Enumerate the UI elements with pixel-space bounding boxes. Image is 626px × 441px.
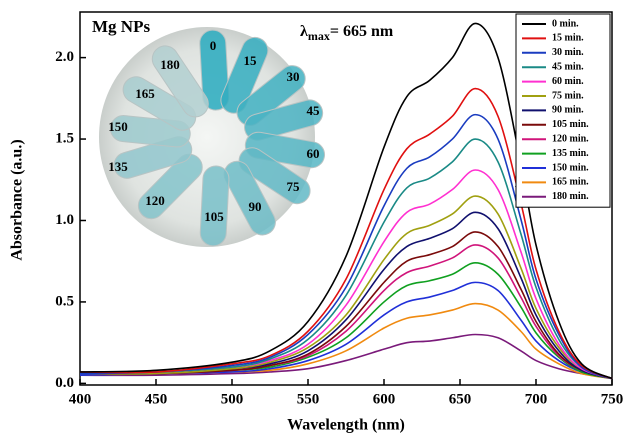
x-tick-label: 450 <box>145 391 168 407</box>
legend-label: 90 min. <box>552 105 584 116</box>
x-tick-label: 600 <box>373 391 396 407</box>
tube-label: 30 <box>287 69 300 84</box>
peak-symbol: λ <box>300 23 308 40</box>
tube-label: 105 <box>204 209 224 224</box>
x-tick-label: 650 <box>449 391 472 407</box>
legend-label: 180 min. <box>552 191 589 202</box>
y-tick-label: 1.0 <box>55 212 74 228</box>
legend-label: 165 min. <box>552 177 589 188</box>
chart: Mg NPs λmax= 665 nm Wavelength (nm) Abso… <box>0 0 626 441</box>
tube-label: 120 <box>145 193 165 208</box>
legend-label: 135 min. <box>552 148 589 159</box>
inset-title: Mg NPs <box>92 17 150 36</box>
peak-label: λmax= 665 nm <box>300 23 394 43</box>
legend-label: 120 min. <box>552 133 589 144</box>
tube-label: 60 <box>307 146 320 161</box>
legend-label: 0 min. <box>552 18 579 29</box>
legend-label: 45 min. <box>552 61 584 72</box>
tube-label: 75 <box>287 179 301 194</box>
y-tick-label: 1.5 <box>55 130 74 146</box>
y-tick-label: 2.0 <box>55 49 74 65</box>
legend-label: 60 min. <box>552 76 584 87</box>
tube <box>200 165 230 246</box>
tube-label: 45 <box>307 103 321 118</box>
tube-label: 180 <box>160 57 180 72</box>
legend-label: 105 min. <box>552 119 589 130</box>
x-tick-label: 700 <box>525 391 548 407</box>
x-axis-title: Wavelength (nm) <box>287 417 405 434</box>
peak-text: = 665 nm <box>330 23 394 40</box>
legend-label: 30 min. <box>552 47 584 58</box>
legend-label: 75 min. <box>552 90 584 101</box>
tube-label: 150 <box>108 119 128 134</box>
y-tick-label: 0.0 <box>55 375 74 391</box>
legend-label: 150 min. <box>552 162 589 173</box>
y-axis-title: Absorbance (a.u.) <box>9 139 26 260</box>
tube-label: 0 <box>210 38 217 53</box>
x-tick-label: 750 <box>601 391 624 407</box>
tube-label: 135 <box>108 159 128 174</box>
x-tick-label: 400 <box>69 391 92 407</box>
tube-label: 15 <box>244 53 258 68</box>
y-tick-label: 0.5 <box>55 293 74 309</box>
tube-label: 165 <box>135 86 155 101</box>
peak-subscript: max <box>308 29 330 43</box>
legend-label: 15 min. <box>552 33 584 44</box>
tube-label: 90 <box>249 199 262 214</box>
x-tick-label: 500 <box>221 391 244 407</box>
x-tick-label: 550 <box>297 391 320 407</box>
